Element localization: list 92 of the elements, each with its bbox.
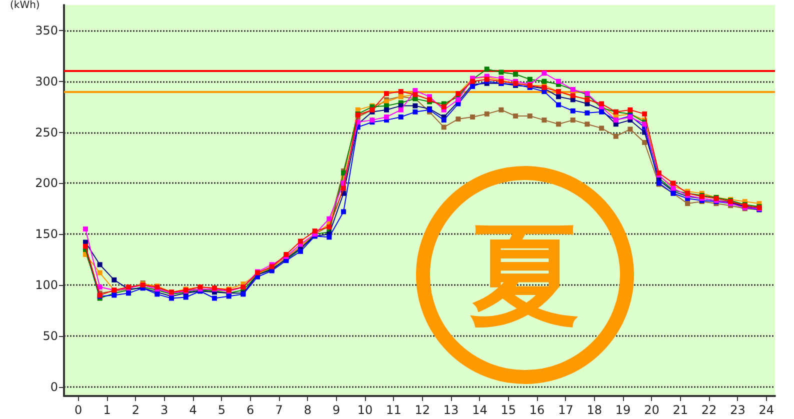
point bbox=[212, 296, 218, 301]
point bbox=[398, 107, 404, 112]
y-tick-label: 350 bbox=[35, 23, 58, 38]
x-tick-label: 16 bbox=[529, 403, 545, 417]
point bbox=[513, 113, 518, 118]
point bbox=[584, 101, 590, 106]
point bbox=[527, 76, 532, 82]
point bbox=[570, 108, 576, 114]
point bbox=[498, 107, 504, 112]
x-tick-label: 17 bbox=[558, 403, 574, 417]
point bbox=[613, 134, 618, 139]
point bbox=[83, 226, 88, 232]
point bbox=[183, 294, 188, 300]
y-tick-label: 100 bbox=[35, 278, 58, 292]
point bbox=[484, 111, 490, 116]
x-tick-label: 11 bbox=[386, 403, 402, 417]
x-tick-label: 19 bbox=[615, 403, 631, 417]
point bbox=[556, 102, 562, 108]
point bbox=[126, 290, 132, 296]
point bbox=[527, 113, 532, 118]
point bbox=[642, 140, 648, 145]
point bbox=[312, 228, 318, 234]
x-tick-label: 12 bbox=[414, 403, 430, 417]
y-tick-label: 250 bbox=[35, 125, 58, 140]
point bbox=[556, 122, 562, 127]
x-tick-label: 9 bbox=[332, 403, 340, 417]
point bbox=[642, 111, 648, 116]
point bbox=[542, 78, 547, 84]
y-tick-label: 150 bbox=[35, 227, 58, 242]
point bbox=[441, 124, 446, 130]
point bbox=[384, 114, 390, 120]
point bbox=[484, 66, 490, 72]
point bbox=[498, 70, 504, 75]
annotation: 夏 bbox=[470, 211, 580, 339]
point bbox=[685, 201, 690, 206]
point bbox=[341, 186, 346, 191]
point bbox=[513, 72, 518, 77]
x-tick-label: 7 bbox=[275, 403, 283, 417]
x-tick-label: 15 bbox=[500, 403, 516, 417]
y-axis-title: (kWh) bbox=[10, 0, 40, 11]
x-tick-label: 5 bbox=[218, 403, 226, 417]
x-tick-label: 24 bbox=[758, 403, 774, 417]
x-tick-label: 6 bbox=[246, 403, 254, 417]
x-tick-label: 8 bbox=[304, 403, 312, 417]
x-tick-label: 1 bbox=[103, 403, 111, 417]
point bbox=[384, 91, 390, 96]
x-tick-label: 18 bbox=[586, 403, 602, 417]
point bbox=[556, 94, 562, 100]
x-tick-label: 23 bbox=[730, 403, 746, 417]
x-tick-label: 2 bbox=[132, 403, 140, 417]
point bbox=[226, 294, 232, 299]
point bbox=[441, 118, 446, 123]
y-tick-label: 300 bbox=[35, 74, 58, 88]
point bbox=[542, 118, 547, 123]
point bbox=[398, 89, 404, 94]
x-tick-label: 4 bbox=[189, 403, 197, 417]
point bbox=[670, 180, 676, 186]
point bbox=[97, 284, 102, 290]
x-tick-label: 13 bbox=[443, 403, 459, 417]
point bbox=[326, 234, 332, 240]
point bbox=[412, 109, 418, 114]
x-tick-label: 10 bbox=[357, 403, 373, 417]
point bbox=[456, 116, 461, 122]
point bbox=[570, 118, 576, 123]
circle-badge: 夏 bbox=[416, 166, 634, 384]
x-tick-label: 14 bbox=[472, 403, 488, 417]
y-tick-label: 0 bbox=[50, 380, 58, 394]
point bbox=[584, 110, 590, 116]
point bbox=[341, 209, 346, 214]
point bbox=[470, 114, 476, 120]
point bbox=[298, 238, 304, 244]
x-tick-label: 0 bbox=[74, 403, 82, 417]
x-tick-label: 20 bbox=[644, 403, 660, 417]
point bbox=[542, 70, 547, 76]
point bbox=[112, 277, 117, 282]
point bbox=[412, 103, 418, 108]
point bbox=[584, 122, 590, 127]
x-tick-label: 21 bbox=[672, 403, 688, 417]
y-tick-label: 200 bbox=[35, 176, 58, 190]
point bbox=[97, 262, 102, 268]
x-tick-label: 22 bbox=[701, 403, 717, 417]
point bbox=[384, 107, 390, 112]
point bbox=[398, 114, 404, 120]
point bbox=[628, 107, 633, 112]
x-tick-label: 3 bbox=[160, 403, 168, 417]
y-tick-label: 50 bbox=[42, 328, 58, 343]
point bbox=[556, 78, 562, 84]
point bbox=[628, 126, 633, 132]
point bbox=[599, 126, 604, 131]
point bbox=[284, 252, 289, 257]
point bbox=[326, 216, 332, 222]
point bbox=[97, 270, 102, 276]
